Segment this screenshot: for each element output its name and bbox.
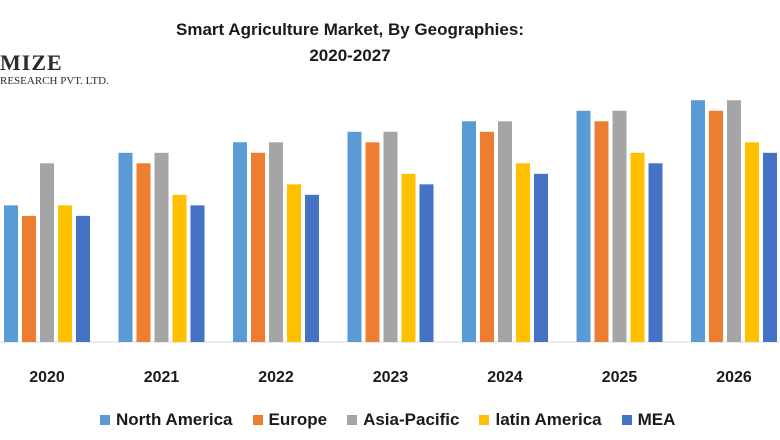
chart-title-line-2: 2020-2027 xyxy=(309,46,391,65)
bar-north-america-2023 xyxy=(347,131,362,342)
bar-asia-pacific-2026 xyxy=(727,100,741,343)
bar-mea-2025 xyxy=(648,163,663,342)
bar-latin-america-2021 xyxy=(172,194,187,342)
x-tick-label: 2021 xyxy=(144,369,180,386)
legend-label: North America xyxy=(116,410,233,429)
bar-europe-2024 xyxy=(480,131,494,342)
legend-swatch xyxy=(479,415,490,425)
bar-mea-2021 xyxy=(190,205,205,342)
bar-north-america-2025 xyxy=(576,110,591,342)
bar-europe-2026 xyxy=(709,110,723,342)
legend-label: latin America xyxy=(495,410,602,429)
bar-north-america-2022 xyxy=(233,142,247,342)
x-tick-label: 2025 xyxy=(602,369,638,386)
bar-chart: 2020 2021 2022 2023 2024 2025 2026 xyxy=(0,100,780,386)
legend-swatch xyxy=(621,415,632,425)
bar-north-america-2026 xyxy=(691,100,705,343)
x-tick-label: 2026 xyxy=(716,369,752,386)
bar-europe-2023 xyxy=(365,142,380,342)
chart-legend: North America Europe Asia-Pacific latin … xyxy=(100,408,675,432)
legend-item-europe: Europe xyxy=(252,410,328,430)
bar-latin-america-2024 xyxy=(516,163,530,342)
bar-mea-2022 xyxy=(305,194,319,342)
bar-north-america-2021 xyxy=(118,152,133,342)
bar-latin-america-2026 xyxy=(745,142,759,342)
legend-label: Europe xyxy=(268,410,328,429)
legend-item-asia-pacific: Asia-Pacific xyxy=(347,410,459,430)
bar-europe-2020 xyxy=(22,215,36,342)
x-tick-label: 2020 xyxy=(29,369,65,386)
legend-label: MEA xyxy=(637,410,676,429)
bar-europe-2022 xyxy=(251,152,265,342)
bar-mea-2024 xyxy=(534,173,548,342)
bar-latin-america-2022 xyxy=(287,184,301,342)
bar-asia-pacific-2025 xyxy=(612,110,627,342)
bar-north-america-2024 xyxy=(462,121,476,342)
legend-item-mea: MEA xyxy=(621,410,676,430)
bar-mea-2023 xyxy=(419,184,434,342)
legend-item-north-america: North America xyxy=(100,410,233,430)
bar-latin-america-2023 xyxy=(401,173,416,342)
x-tick-label: 2024 xyxy=(487,369,523,386)
bar-asia-pacific-2021 xyxy=(154,152,169,342)
chart-title-line-1: Smart Agriculture Market, By Geographies… xyxy=(176,20,524,39)
logo-text: MIZE xyxy=(0,50,63,75)
bar-asia-pacific-2023 xyxy=(383,131,398,342)
bar-asia-pacific-2022 xyxy=(269,142,283,342)
bar-asia-pacific-2024 xyxy=(498,121,512,342)
legend-swatch xyxy=(100,415,110,425)
x-tick-label: 2023 xyxy=(373,369,409,386)
x-tick-label: 2022 xyxy=(258,369,294,386)
logo-subtext: RESEARCH PVT. LTD. xyxy=(0,75,109,87)
bar-europe-2021 xyxy=(136,163,151,342)
bar-latin-america-2025 xyxy=(630,152,645,342)
bar-latin-america-2020 xyxy=(58,205,72,342)
legend-swatch xyxy=(252,415,263,425)
legend-swatch xyxy=(347,415,358,425)
bar-europe-2025 xyxy=(594,121,609,342)
legend-label: Asia-Pacific xyxy=(363,410,460,429)
bar-asia-pacific-2020 xyxy=(40,163,54,342)
bar-north-america-2020 xyxy=(4,205,18,342)
bar-mea-2026 xyxy=(763,152,777,342)
bar-mea-2020 xyxy=(76,215,90,342)
legend-item-latin-america: latin America xyxy=(479,410,602,430)
